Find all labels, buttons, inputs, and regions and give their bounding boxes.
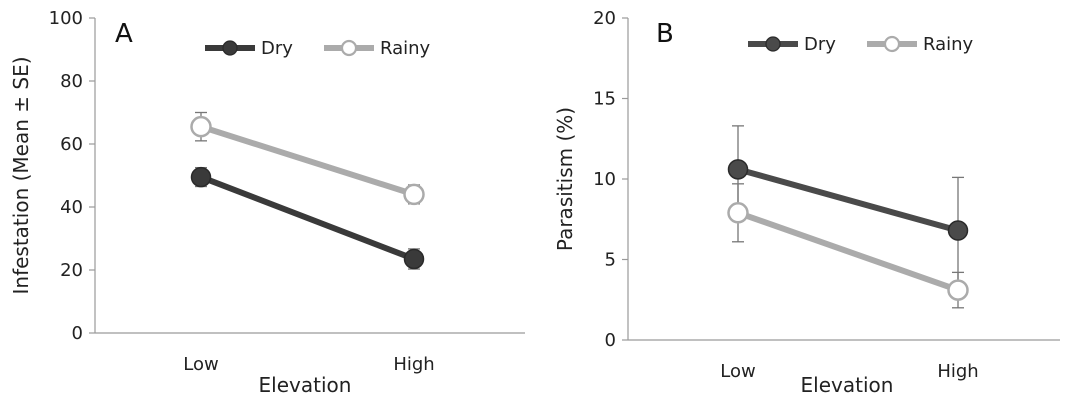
series-rainy	[190, 111, 425, 206]
y-tick-label: 80	[60, 71, 83, 92]
y-axis-title: Infestation (Mean ± SE)	[9, 56, 33, 294]
x-tick-label: High	[937, 361, 978, 382]
y-tick-label: 0	[72, 323, 83, 344]
legend-marker	[340, 39, 358, 57]
legend: Dry Rainy	[205, 38, 431, 59]
y-tick-label: 60	[60, 134, 83, 155]
legend: Dry Rainy	[748, 34, 974, 55]
x-tick-label: Low	[183, 354, 218, 375]
legend-label: Dry	[261, 38, 293, 59]
y-tick-label: 10	[593, 169, 616, 190]
series-line	[198, 174, 417, 262]
y-axis-title: Parasitism (%)	[553, 107, 577, 251]
series-rainy	[727, 183, 969, 309]
legend-label: Rainy	[380, 38, 431, 59]
legend-marker	[883, 35, 901, 53]
data-point	[727, 202, 749, 224]
panel-label: B	[656, 19, 674, 49]
y-tick-label: 5	[605, 250, 616, 271]
x-tick-label: High	[393, 354, 434, 375]
series-dry	[727, 125, 969, 285]
series-line	[735, 166, 961, 234]
series-line	[198, 123, 417, 198]
y-tick-label: 20	[60, 260, 83, 281]
series-dry	[190, 166, 425, 270]
data-point	[190, 115, 212, 138]
legend-label: Rainy	[923, 34, 974, 55]
data-point	[190, 166, 212, 188]
panel-label: A	[115, 19, 133, 49]
legend-marker	[765, 36, 781, 52]
legend-label: Dry	[804, 34, 836, 55]
x-axis-title: Elevation	[259, 373, 352, 397]
series-line	[735, 209, 961, 294]
data-point	[403, 248, 425, 270]
y-tick-label: 15	[593, 89, 616, 110]
y-tick-label: 20	[593, 8, 616, 29]
data-point	[727, 159, 749, 180]
y-tick-label: 40	[60, 197, 83, 218]
y-tick-label: 100	[49, 8, 83, 29]
data-point	[403, 183, 425, 206]
x-axis-title: Elevation	[801, 373, 894, 397]
legend-marker	[222, 40, 238, 56]
y-tick-label: 0	[605, 330, 616, 351]
chart-panel-b: 0 5 10 15 20 Low High Elevation Parasitism (%) B D…	[553, 8, 1060, 397]
data-point	[947, 220, 969, 241]
x-tick-label: Low	[720, 361, 755, 382]
data-point	[947, 279, 969, 301]
chart-panel-a: 0 20 40 60 80 100 Low High Elevation Infestation …	[9, 8, 525, 397]
